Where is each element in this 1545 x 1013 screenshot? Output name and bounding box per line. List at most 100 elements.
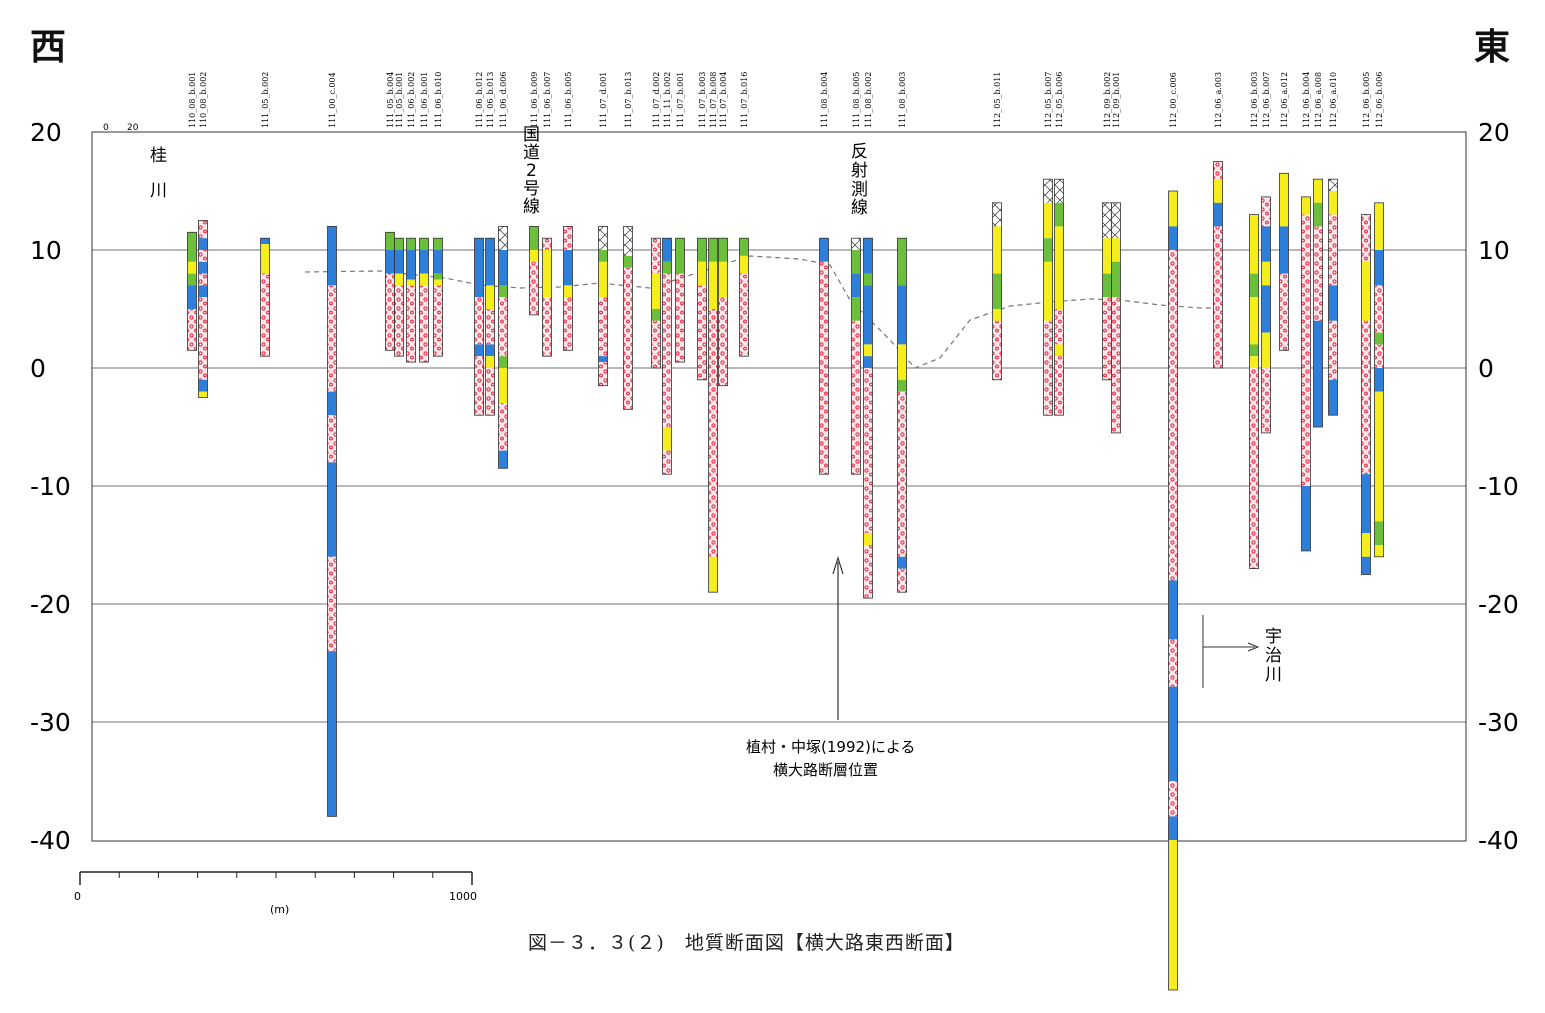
layer-fill bbox=[1043, 179, 1053, 203]
borehole-outline bbox=[598, 225, 608, 387]
layer-sand bbox=[739, 255, 749, 274]
right-tick-label: 20 bbox=[1478, 118, 1510, 147]
borehole-label: 112_06_a.012 bbox=[1280, 72, 1289, 128]
layer-gravel bbox=[198, 250, 208, 262]
borehole-label: 112_09_b.001 bbox=[1112, 72, 1121, 128]
layer-gravel bbox=[327, 285, 337, 392]
borehole-outline bbox=[327, 225, 337, 817]
layer-clay bbox=[863, 285, 873, 345]
layer-clay bbox=[1168, 226, 1178, 250]
right-tick-label: 10 bbox=[1478, 236, 1510, 265]
layer-clay bbox=[1361, 556, 1371, 575]
borehole-label: 112_06_b.004 bbox=[1302, 72, 1311, 128]
layer-clay bbox=[1313, 320, 1323, 427]
layer-sand bbox=[419, 273, 429, 286]
borehole-label: 111_07_b.001 bbox=[676, 72, 685, 128]
borehole-column bbox=[851, 237, 861, 475]
layer-gravel bbox=[662, 273, 672, 427]
borehole-column bbox=[598, 225, 608, 387]
layer-sand bbox=[1054, 226, 1064, 309]
layer-gravel bbox=[1054, 356, 1064, 416]
layer-sand bbox=[1102, 238, 1112, 274]
borehole-label: 112_06_b.006 bbox=[1375, 72, 1384, 128]
layer-gravel bbox=[662, 450, 672, 475]
borehole-label: 111_00_c.004 bbox=[328, 72, 337, 128]
borehole-column bbox=[697, 237, 707, 381]
national-route-2-label: 国 道 2 号 線 bbox=[523, 125, 540, 217]
borehole-label: 111_07_b.013 bbox=[624, 72, 633, 128]
layer-sand bbox=[1279, 173, 1289, 227]
borehole-column bbox=[1168, 190, 1178, 991]
layer-sand bbox=[708, 556, 718, 593]
layer-sand bbox=[485, 356, 495, 368]
layer-clay bbox=[563, 250, 573, 286]
layer-silt bbox=[675, 238, 685, 274]
layer-silt bbox=[1374, 521, 1384, 545]
uji-arrow-head-icon bbox=[1247, 642, 1260, 652]
layer-clay bbox=[474, 238, 484, 298]
layer-clay bbox=[385, 250, 395, 274]
layer-silt bbox=[623, 255, 633, 268]
borehole-label: 111_06_b.005 bbox=[564, 72, 573, 128]
layer-gravel bbox=[1261, 368, 1271, 433]
layer-sand bbox=[1168, 191, 1178, 227]
borehole-label: 112_06_a.003 bbox=[1214, 72, 1223, 128]
layer-sand bbox=[1301, 196, 1311, 215]
layer-sand bbox=[1361, 261, 1371, 321]
borehole-label: 110_08_b.001 bbox=[188, 72, 197, 128]
borehole-column bbox=[1249, 214, 1259, 570]
layer-sand bbox=[1328, 191, 1338, 215]
borehole-outline bbox=[485, 237, 495, 416]
borehole-label: 111_06_b.012 bbox=[475, 72, 484, 128]
layer-clay bbox=[819, 238, 829, 262]
interpreted-boundary-line bbox=[304, 255, 1215, 369]
svg-text:川: 川 bbox=[1265, 665, 1282, 685]
layer-gravel bbox=[651, 320, 661, 368]
uji-river-label: 宇 治 川 bbox=[1265, 627, 1282, 685]
borehole-column bbox=[897, 237, 907, 593]
borehole-column bbox=[542, 237, 552, 357]
layer-clay bbox=[327, 651, 337, 817]
layer-clay bbox=[485, 344, 495, 357]
layer-sand bbox=[697, 261, 707, 286]
svg-text:線: 線 bbox=[523, 197, 540, 217]
right-tick-label: -10 bbox=[1478, 472, 1519, 501]
borehole-label: 111_08_b.005 bbox=[852, 72, 861, 128]
borehole-outline bbox=[563, 225, 573, 351]
layer-silt bbox=[498, 356, 508, 368]
borehole-outline bbox=[1361, 214, 1371, 575]
layer-gravel bbox=[718, 297, 728, 386]
layer-gravel bbox=[863, 368, 873, 534]
borehole-outline bbox=[1279, 172, 1289, 351]
borehole-outline bbox=[718, 237, 728, 387]
layer-silt bbox=[708, 238, 718, 262]
borehole-label: 111_08_b.004 bbox=[820, 72, 829, 128]
layer-gravel bbox=[1168, 639, 1178, 687]
borehole-label: 112_06_b.007 bbox=[1262, 72, 1271, 128]
layer-gravel bbox=[542, 297, 552, 357]
borehole-column bbox=[260, 237, 270, 357]
layer-clay bbox=[1279, 226, 1289, 274]
layer-clay bbox=[260, 238, 270, 245]
layer-clay bbox=[1213, 202, 1223, 227]
layer-sand bbox=[1054, 344, 1064, 357]
layer-gravel bbox=[563, 297, 573, 351]
borehole-column bbox=[819, 237, 829, 475]
left-tick-label: 10 bbox=[30, 236, 62, 265]
layer-silt bbox=[1249, 344, 1259, 357]
borehole-outline bbox=[542, 237, 552, 357]
layer-gravel bbox=[623, 267, 633, 410]
borehole-column bbox=[1279, 172, 1289, 351]
layer-gravel bbox=[1168, 250, 1178, 581]
layer-clay bbox=[327, 391, 337, 416]
layer-silt bbox=[718, 238, 728, 262]
borehole-label: 111_06_b.007 bbox=[543, 72, 552, 128]
layer-gravel bbox=[1328, 214, 1338, 286]
layer-gravel bbox=[498, 403, 508, 451]
layer-gravel bbox=[598, 362, 608, 386]
borehole-outline bbox=[1054, 178, 1064, 416]
layer-silt bbox=[406, 238, 416, 250]
layer-sand bbox=[1249, 297, 1259, 345]
borehole-outline bbox=[529, 225, 539, 316]
scale-start-label: 0 bbox=[74, 890, 81, 903]
